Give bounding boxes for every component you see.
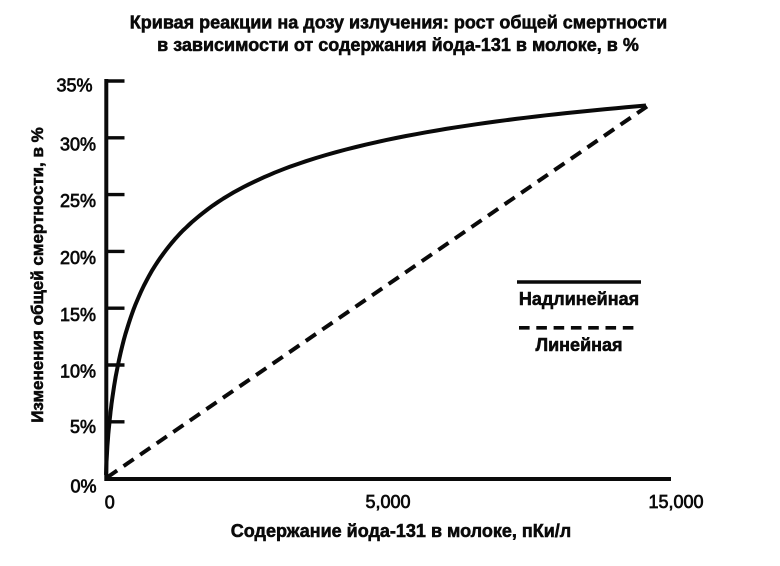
svg-text:5,000: 5,000 xyxy=(365,492,410,512)
svg-text:10%: 10% xyxy=(60,362,96,382)
svg-text:0%: 0% xyxy=(70,476,96,496)
svg-text:15%: 15% xyxy=(60,305,96,325)
svg-text:Содержание йода-131 в молоке,: Содержание йода-131 в молоке, пКи/л xyxy=(231,521,571,541)
svg-text:0: 0 xyxy=(105,493,115,513)
svg-text:Изменения общей смертности, в: Изменения общей смертности, в % xyxy=(28,127,47,423)
svg-text:Надлинейная: Надлинейная xyxy=(519,289,639,309)
svg-text:в зависимости от содержания йо: в зависимости от содержания йода-131 в м… xyxy=(157,35,639,55)
svg-text:Линейная: Линейная xyxy=(535,335,622,355)
svg-text:35%: 35% xyxy=(56,76,92,96)
svg-text:20%: 20% xyxy=(60,248,96,268)
svg-text:5%: 5% xyxy=(70,417,96,437)
svg-text:25%: 25% xyxy=(60,191,96,211)
svg-text:30%: 30% xyxy=(60,135,96,155)
svg-text:15,000: 15,000 xyxy=(648,492,703,512)
svg-text:Кривая реакции на дозу излучен: Кривая реакции на дозу излучения: рост о… xyxy=(130,13,667,33)
